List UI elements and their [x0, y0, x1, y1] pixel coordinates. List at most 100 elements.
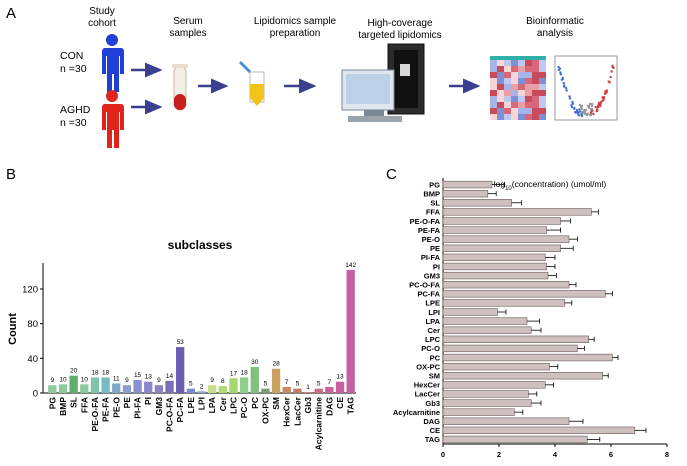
- heatmap-icon: [490, 56, 546, 120]
- bar: [271, 368, 281, 393]
- bar: [218, 386, 227, 393]
- y-tick-label: LPA: [426, 317, 441, 326]
- y-tick-label: HexCer: [414, 381, 440, 390]
- bar: [176, 347, 185, 393]
- serum-tube-icon: [172, 64, 188, 111]
- bar: [442, 253, 546, 262]
- bar-value-label: 13: [145, 374, 153, 381]
- step-label-line: cohort: [88, 18, 116, 29]
- bar: [442, 390, 529, 398]
- x-tick-label: PI: [143, 397, 153, 405]
- bar-value-label: 5: [189, 381, 193, 388]
- bar: [442, 226, 547, 234]
- bar: [442, 435, 588, 444]
- bar-value-label: 1: [306, 384, 310, 391]
- x-tick-label: PI-FA: [133, 397, 143, 419]
- bar: [442, 381, 546, 389]
- y-tick-label: PE-O-FA: [410, 217, 441, 226]
- bar: [165, 380, 174, 393]
- x-tick-label: OX-PC: [260, 397, 270, 424]
- x-tick-label: DAG: [324, 397, 334, 416]
- group-con-label: CON n =30: [60, 50, 87, 76]
- bar: [335, 381, 345, 393]
- y-tick-label: 120: [22, 285, 38, 296]
- bar: [442, 308, 498, 316]
- bar: [442, 326, 532, 334]
- y-tick-label: PC-FA: [418, 290, 441, 299]
- panel-letter-b: B: [6, 166, 17, 183]
- bar: [442, 426, 636, 435]
- group-name: CON: [60, 50, 84, 62]
- x-tick-label: LacCer: [292, 396, 302, 426]
- bar: [58, 384, 68, 393]
- bar: [442, 408, 515, 416]
- x-tick-label: 8: [665, 450, 669, 459]
- x-tick-label: BMP: [58, 397, 68, 416]
- x-tick-label: 0: [441, 450, 445, 459]
- bar-value-label: 7: [285, 379, 289, 386]
- bar-value-label: 17: [230, 370, 238, 377]
- y-tick-label: PG: [429, 180, 440, 189]
- x-tick-label: HexCer: [282, 396, 292, 426]
- y-tick-label: LacCer: [415, 390, 441, 399]
- bar: [90, 377, 100, 393]
- bar: [197, 391, 206, 393]
- bar: [133, 380, 142, 393]
- x-tick-label: PC-O-FA: [165, 397, 175, 432]
- x-tick-label: TAG: [346, 397, 356, 415]
- bar-value-label: 14: [166, 373, 174, 380]
- bar: [282, 386, 291, 393]
- step-label-line: Bioinformatic: [526, 16, 584, 27]
- chart-title: subclasses: [168, 238, 233, 252]
- x-tick-label: PC-O: [239, 397, 249, 419]
- bar-value-label: 9: [51, 377, 55, 384]
- bar: [346, 269, 355, 393]
- bar: [314, 388, 323, 393]
- bar-value-label: 20: [70, 368, 78, 375]
- bar: [101, 377, 110, 393]
- bar-value-label: 10: [59, 376, 67, 383]
- y-tick-label: FFA: [426, 208, 441, 217]
- bar: [293, 388, 302, 393]
- bar: [122, 385, 132, 393]
- bar-value-label: 8: [221, 378, 225, 385]
- x-tick-label: Gb3: [303, 397, 313, 414]
- x-tick-label: PE-FA: [101, 397, 111, 422]
- panel-letter-a: A: [6, 5, 17, 22]
- x-tick-label: Cer: [218, 396, 228, 411]
- bar: [442, 281, 570, 289]
- bar-value-label: 142: [345, 262, 356, 269]
- y-tick-label: Gb3: [425, 399, 440, 408]
- group-aghd-label: AGHD n =30: [60, 104, 90, 130]
- bar: [442, 353, 613, 362]
- bar: [442, 271, 549, 280]
- bar: [442, 344, 578, 353]
- y-tick-label: PC-O: [421, 344, 440, 353]
- bar-value-label: 9: [210, 377, 214, 384]
- step-label-line: Lipidomics sample: [253, 16, 337, 27]
- y-tick-label: 40: [27, 354, 38, 365]
- x-tick-label: LPE: [186, 397, 196, 414]
- y-axis-label: Count: [7, 313, 19, 345]
- bar-value-label: 10: [81, 376, 89, 383]
- x-tick-label: Acylcarnitine: [314, 397, 324, 451]
- bar: [442, 372, 603, 380]
- y-tick-label: LPI: [428, 308, 440, 317]
- y-tick-label: 80: [27, 319, 38, 330]
- x-tick-label: SL: [69, 397, 79, 408]
- bar: [80, 384, 89, 393]
- x-tick-label: LPA: [207, 397, 217, 413]
- y-tick-label: PE-O: [422, 235, 441, 244]
- bar: [442, 235, 570, 243]
- step-label-line: targeted lipidomics: [358, 30, 442, 41]
- y-tick-label: Acylcarnitine: [393, 408, 440, 417]
- bar: [442, 262, 547, 271]
- bar: [442, 180, 493, 189]
- bar: [239, 377, 249, 393]
- bar: [442, 299, 566, 307]
- bar-value-label: 18: [241, 369, 249, 376]
- bar-value-label: 28: [272, 361, 280, 368]
- volcano-plot-icon: [554, 55, 618, 121]
- x-tick-label: PE-O-FA: [90, 397, 100, 431]
- bar: [144, 381, 153, 393]
